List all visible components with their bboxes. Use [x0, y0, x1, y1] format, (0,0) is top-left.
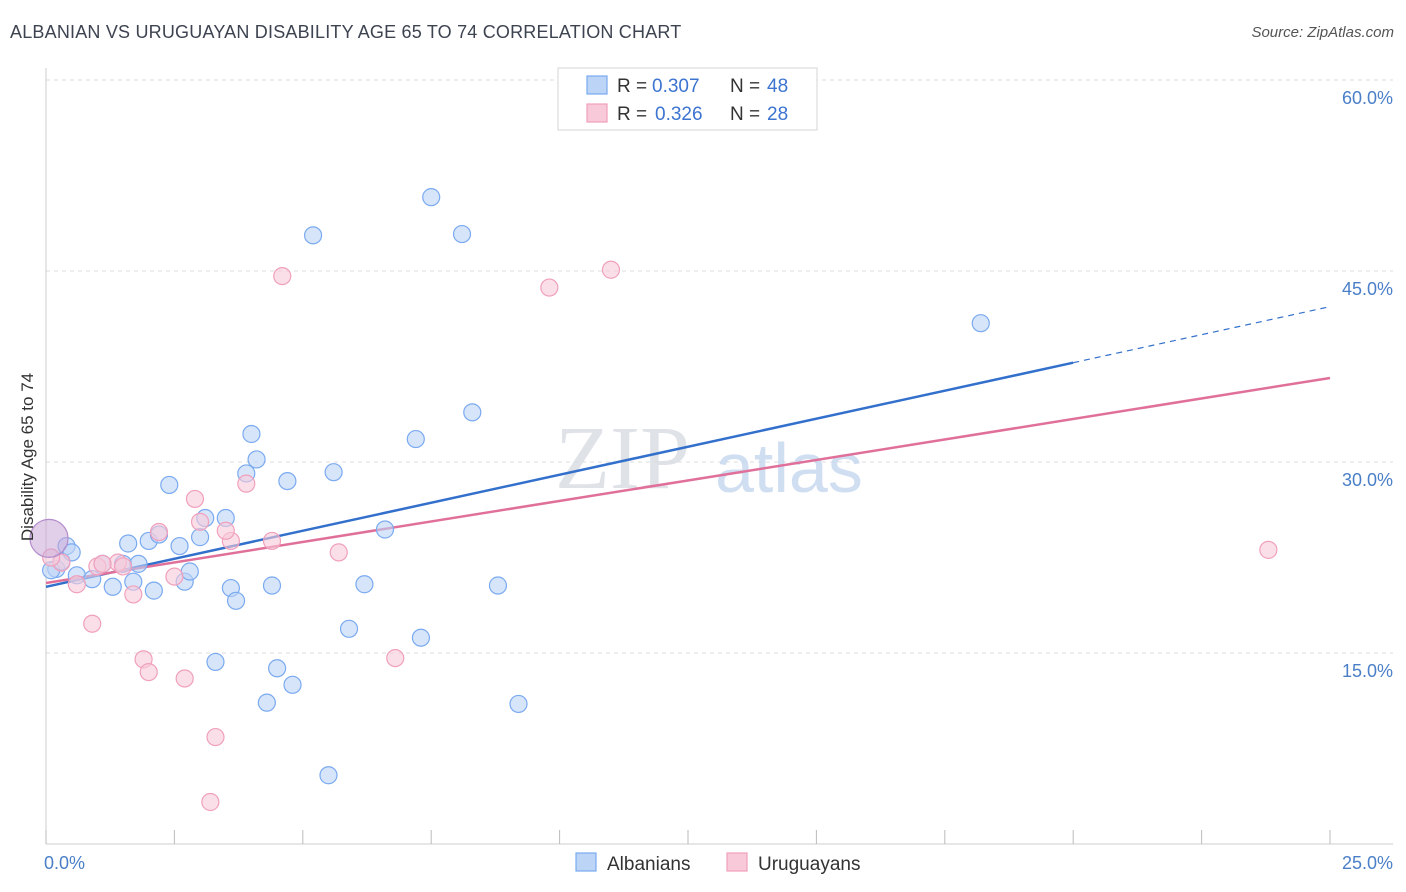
- data-points: [29, 188, 1278, 812]
- legend-n-value-albanians: 48: [767, 76, 788, 97]
- legend-n-label-albanians: N =: [730, 76, 760, 97]
- point-uruguayans-15: [201, 792, 220, 812]
- bottom-legend-albanians: Albanians: [607, 854, 690, 875]
- point-albanians-23: [242, 424, 261, 444]
- point-albanians-33: [339, 619, 359, 638]
- point-albanians-31: [319, 766, 338, 785]
- point-albanians-26: [262, 576, 282, 595]
- watermark-zip: ZIP: [555, 409, 690, 508]
- point-albanians-35: [375, 520, 395, 539]
- trend-line-uruguayans: [45, 376, 1331, 585]
- point-uruguayans-5: [113, 557, 133, 576]
- watermark-atlas: atlas: [715, 429, 863, 507]
- y-tick-label-15: 15.0%: [1342, 661, 1393, 681]
- bottom-legend-swatch-albanians: [575, 852, 597, 872]
- point-albanians-15: [180, 562, 199, 581]
- point-albanians-18: [206, 652, 225, 672]
- point-uruguayans-1: [67, 575, 86, 594]
- point-albanians-29: [283, 675, 302, 694]
- y-tick-label-45: 45.0%: [1342, 279, 1393, 299]
- point-uruguayans-26: [93, 554, 112, 573]
- y-tick-labels: 15.0% 30.0% 45.0% 60.0%: [1342, 88, 1393, 681]
- point-albanians-42: [509, 694, 528, 714]
- point-uruguayans-21: [386, 648, 405, 668]
- legend-swatch-albanians: [586, 75, 608, 95]
- point-albanians-46: [129, 554, 148, 573]
- bottom-legend-swatch-uruguayans: [726, 852, 748, 872]
- trend-lines: [45, 306, 1331, 589]
- point-uruguayans-13: [190, 512, 210, 531]
- point-albanians-34: [355, 575, 374, 594]
- point-albanians-40: [463, 403, 482, 422]
- legend-swatch-uruguayans: [586, 103, 608, 123]
- grid-lines: [46, 79, 1393, 654]
- legend-r-label-uruguayans: R =: [617, 104, 647, 125]
- point-albanians-37: [411, 628, 431, 647]
- point-albanians-39: [452, 224, 472, 244]
- legend-r-label-albanians: R =: [617, 76, 647, 97]
- point-albanians-28: [278, 472, 297, 491]
- point-albanians-24: [247, 450, 266, 469]
- point-uruguayans-19: [273, 266, 292, 286]
- point-albanians-27: [268, 659, 287, 678]
- point-uruguayans-14: [206, 727, 225, 747]
- trend-line-extension-albanians: [1073, 306, 1331, 364]
- chart-source: Source: ZipAtlas.com: [1251, 24, 1394, 41]
- legend-n-label-uruguayans: N =: [730, 104, 760, 125]
- y-tick-label-60: 60.0%: [1342, 88, 1393, 108]
- legend: R = 0.307 N = 48 R = 0.326 N = 28: [557, 67, 818, 131]
- point-albanians-16: [190, 528, 210, 547]
- point-uruguayans-10: [165, 567, 184, 586]
- legend-r-value-uruguayans: 0.326: [655, 104, 703, 125]
- point-uruguayans-8: [139, 662, 158, 682]
- legend-r-value-albanians: 0.307: [652, 76, 700, 97]
- point-albanians-43: [971, 314, 990, 333]
- x-tick-label-max: 25.0%: [1342, 853, 1393, 873]
- point-uruguayans-12: [185, 489, 205, 509]
- point-albanians-13: [170, 536, 189, 556]
- point-uruguayans-24: [1259, 540, 1278, 559]
- point-albanians-7: [119, 534, 138, 553]
- point-albanians-32: [324, 463, 343, 482]
- point-uruguayans-22: [540, 278, 559, 297]
- chart-title: ALBANIAN VS URUGUAYAN DISABILITY AGE 65 …: [10, 22, 682, 42]
- axes: [45, 68, 1393, 845]
- point-albanians-41: [488, 576, 508, 595]
- point-uruguayans-18: [262, 531, 282, 551]
- point-uruguayans-20: [329, 543, 348, 562]
- y-axis-label: Disability Age 65 to 74: [18, 373, 37, 541]
- point-uruguayans-11: [175, 669, 194, 688]
- y-tick-label-30: 30.0%: [1342, 470, 1393, 490]
- point-albanians-5: [103, 577, 122, 596]
- point-albanians-38: [422, 188, 441, 207]
- point-cluster-large: [29, 518, 69, 559]
- point-albanians-12: [160, 475, 179, 495]
- point-uruguayans-6: [124, 585, 143, 604]
- point-uruguayans-27: [216, 521, 235, 540]
- point-albanians-21: [226, 591, 246, 610]
- trend-line-albanians: [45, 361, 1074, 589]
- point-albanians-30: [303, 226, 323, 245]
- legend-n-value-uruguayans: 28: [767, 104, 788, 125]
- point-uruguayans-23: [601, 260, 621, 279]
- point-uruguayans-9: [149, 522, 169, 542]
- point-albanians-25: [257, 693, 276, 712]
- point-uruguayans-2: [83, 614, 102, 633]
- point-albanians-10: [144, 581, 163, 600]
- point-uruguayans-17: [237, 474, 256, 493]
- bottom-legend-uruguayans: Uruguayans: [758, 854, 860, 875]
- bottom-legend: Albanians Uruguayans: [575, 852, 860, 875]
- point-albanians-36: [406, 429, 425, 449]
- x-tick-label-min: 0.0%: [44, 853, 85, 873]
